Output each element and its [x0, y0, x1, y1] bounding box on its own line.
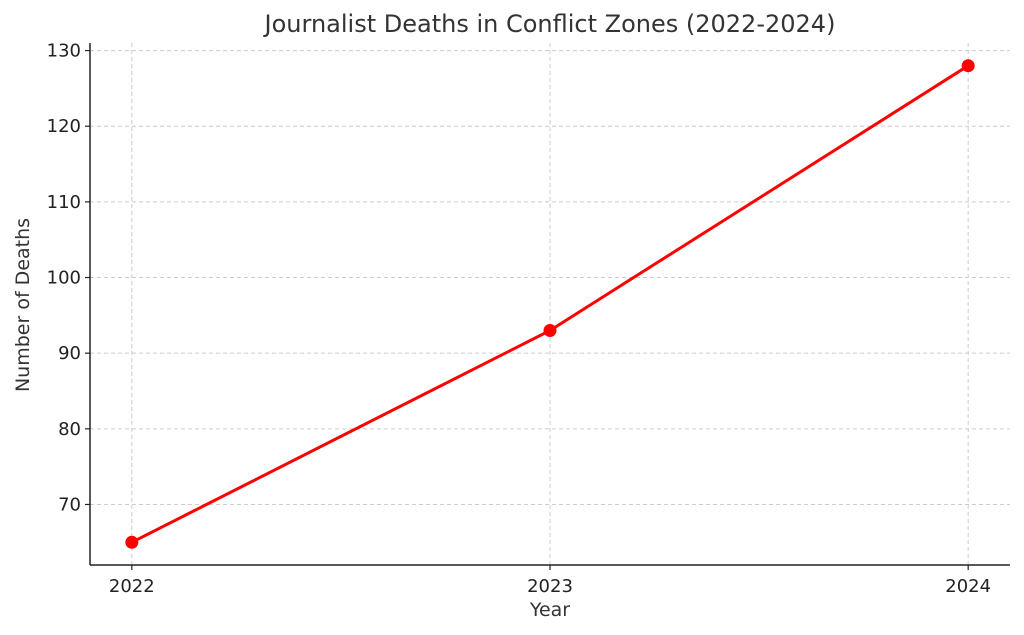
x-tick-label: 2022: [109, 576, 155, 597]
grid: [90, 43, 1010, 565]
y-tick-label: 90: [58, 343, 81, 364]
chart-title: Journalist Deaths in Conflict Zones (202…: [263, 10, 836, 38]
y-tick-label: 80: [58, 419, 81, 440]
y-tick-label: 120: [47, 116, 81, 137]
y-axis-label: Number of Deaths: [12, 218, 34, 392]
y-tick-label: 100: [47, 268, 81, 289]
x-axis-label: Year: [529, 599, 570, 621]
data-point: [125, 535, 139, 549]
x-tick-label: 2024: [945, 576, 991, 597]
y-tick-label: 70: [58, 494, 81, 515]
y-tick-label: 110: [47, 192, 81, 213]
x-tick-label: 2023: [527, 576, 573, 597]
y-tick-label: 130: [47, 41, 81, 62]
axes: 70 80 90 100 110 120 130 2022 2023 2024: [47, 41, 1010, 597]
data-point: [961, 59, 975, 73]
data-point: [543, 323, 557, 337]
decoration-icon: [875, 453, 952, 533]
series-layer: [125, 59, 975, 549]
